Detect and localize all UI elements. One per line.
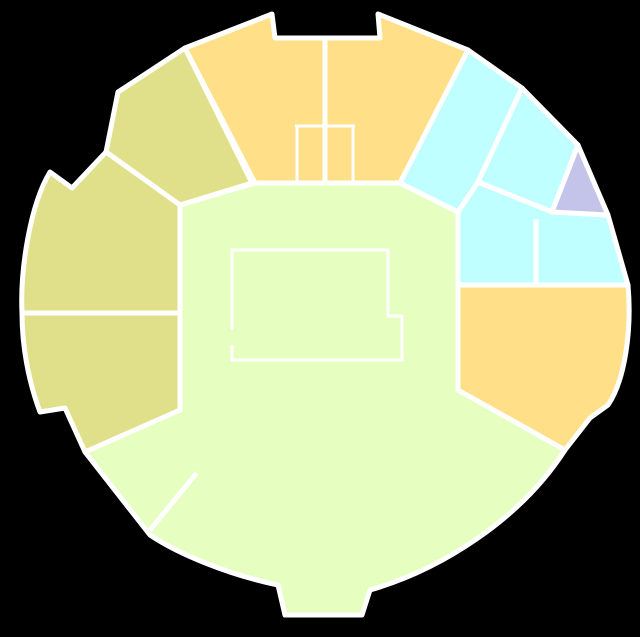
central-court-outline <box>230 248 404 362</box>
room-central-hall[interactable] <box>82 180 568 618</box>
room-left-lower[interactable] <box>19 310 183 455</box>
interior-walls <box>146 39 539 534</box>
room-left-upper[interactable] <box>19 149 183 316</box>
room-right-yellow[interactable] <box>455 282 632 453</box>
room-right-lavender[interactable] <box>549 142 611 218</box>
room-top-left-upper[interactable] <box>103 45 255 208</box>
